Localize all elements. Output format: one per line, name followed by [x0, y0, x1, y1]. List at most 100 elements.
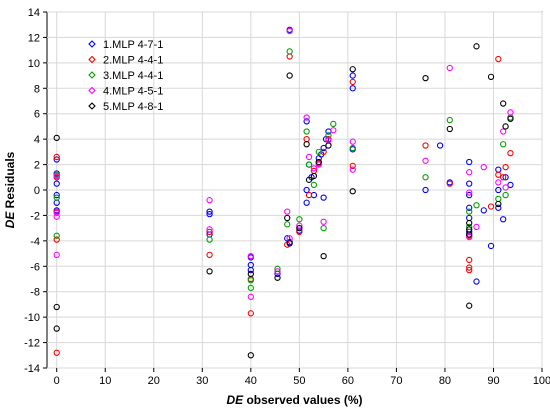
- data-point: [436, 142, 444, 149]
- data-point: [53, 232, 60, 239]
- data-point: [466, 169, 473, 176]
- data-point: [274, 265, 281, 272]
- data-point: [466, 231, 473, 238]
- x-tick-label: 30: [196, 375, 208, 387]
- y-tick-label: -6: [30, 261, 40, 273]
- data-point: [502, 174, 509, 181]
- data-point: [286, 72, 293, 79]
- data-point: [206, 197, 213, 204]
- data-point: [247, 352, 254, 359]
- y-tick-label: 2: [34, 160, 40, 172]
- data-point: [507, 181, 514, 189]
- data-point: [495, 166, 502, 173]
- x-tick-label: 100: [533, 375, 550, 387]
- data-point: [206, 268, 213, 275]
- data-point: [502, 163, 509, 171]
- data-point: [296, 222, 303, 229]
- y-tick-label: -4: [30, 236, 40, 248]
- data-point: [247, 270, 254, 278]
- data-point: [53, 251, 60, 258]
- data-point: [53, 180, 60, 187]
- data-point: [349, 72, 356, 79]
- data-point: [206, 208, 213, 215]
- data-point: [349, 144, 356, 152]
- y-tick-label: 0: [34, 185, 40, 197]
- legend-marker: [88, 102, 96, 110]
- y-tick-label: 4: [34, 134, 40, 146]
- data-point: [466, 266, 473, 274]
- y-tick-label: 12: [28, 32, 40, 44]
- data-point: [466, 219, 473, 227]
- data-point: [507, 109, 514, 116]
- y-tick-label: -8: [30, 287, 40, 299]
- data-point: [349, 78, 356, 86]
- data-point: [315, 148, 322, 156]
- data-point: [466, 158, 473, 166]
- x-tick-label: 0: [54, 375, 60, 387]
- data-point: [466, 256, 473, 264]
- data-point: [422, 142, 429, 149]
- data-point: [310, 165, 318, 172]
- data-point: [330, 127, 337, 134]
- data-point: [303, 141, 310, 148]
- legend-label: 2.MLP 4-4-1: [103, 55, 163, 67]
- data-point: [305, 161, 313, 168]
- data-point: [296, 228, 303, 236]
- data-point: [487, 242, 495, 250]
- legend-label: 1.MLP 4-7-1: [103, 39, 163, 51]
- data-point: [53, 153, 60, 161]
- legend-marker: [88, 40, 96, 48]
- data-point: [305, 176, 313, 183]
- data-point: [206, 228, 213, 236]
- data-point: [349, 166, 356, 173]
- data-point: [53, 191, 60, 199]
- data-point: [247, 310, 254, 317]
- x-axis-ticks: 0 10 20 30 40 50 60 70 80 90 100: [54, 368, 550, 387]
- data-point: [502, 184, 509, 191]
- data-point: [320, 194, 327, 201]
- data-point: [320, 224, 327, 232]
- data-point: [247, 252, 254, 260]
- data-point: [495, 179, 502, 186]
- data-point: [495, 204, 502, 211]
- x-axis-title: DE observed values (%): [226, 393, 362, 407]
- data-point: [53, 349, 60, 356]
- data-point: [446, 64, 453, 72]
- data-point: [53, 209, 60, 217]
- y-tick-label: -12: [24, 338, 40, 350]
- data-point: [487, 203, 495, 210]
- data-point: [53, 236, 60, 243]
- data-point: [466, 233, 473, 241]
- data-point: [422, 157, 429, 164]
- data-point: [303, 128, 310, 135]
- y-tick-label: 8: [34, 83, 40, 95]
- data-point: [422, 174, 429, 181]
- x-tick-label: 10: [99, 375, 111, 387]
- data-point: [303, 199, 310, 206]
- data-point: [466, 223, 473, 231]
- data-point: [330, 120, 337, 128]
- data-point: [53, 303, 60, 311]
- data-point: [500, 141, 507, 148]
- y-tick-label: 6: [34, 109, 40, 121]
- data-point: [495, 200, 502, 208]
- data-point: [315, 161, 322, 168]
- legend-label: 5.MLP 4-8-1: [103, 101, 163, 113]
- data-point: [296, 224, 303, 232]
- data-point: [495, 186, 502, 194]
- legend: 1.MLP 4-7-1 2.MLP 4-4-1 3.MLP 4-4-1 4.MLP 4…: [88, 39, 163, 113]
- data-point: [473, 202, 480, 209]
- data-point: [480, 207, 487, 214]
- x-tick-label: 20: [148, 375, 160, 387]
- data-point: [320, 252, 327, 260]
- data-point: [422, 74, 429, 82]
- series-5-points: [53, 43, 514, 359]
- data-point: [325, 142, 332, 149]
- data-point: [446, 116, 453, 124]
- data-point: [500, 216, 507, 223]
- data-point: [500, 100, 507, 107]
- x-tick-label: 90: [487, 375, 499, 387]
- data-point: [53, 134, 60, 142]
- x-tick-label: 60: [342, 375, 354, 387]
